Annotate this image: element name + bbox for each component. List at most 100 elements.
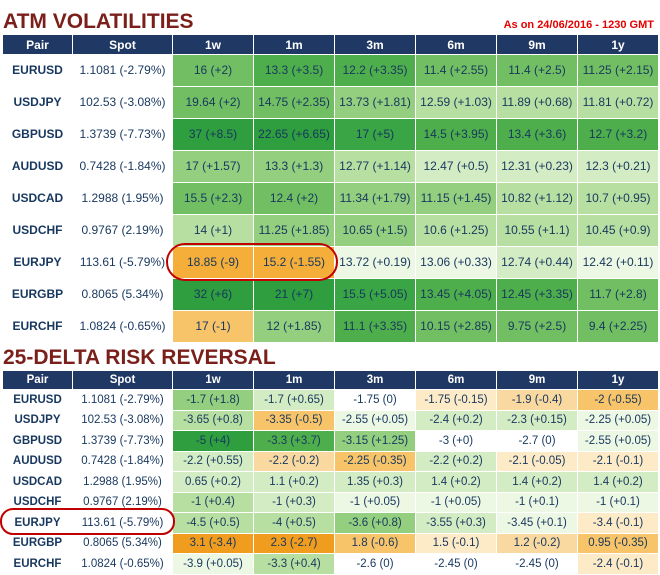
- value-cell-1w: 14 (+1): [172, 214, 254, 247]
- value-cell-3m: 11.34 (+1.79): [334, 182, 416, 215]
- value-cell-1w: 16 (+2): [172, 54, 254, 87]
- value-cell-9m: -1 (+0.1): [496, 491, 578, 513]
- value-cell-9m: 13.4 (+3.6): [496, 118, 578, 151]
- value-cell-1m: 1.1 (+0.2): [253, 471, 335, 493]
- value-cell-1w: 17 (-1): [172, 310, 254, 343]
- pair-cell: GBPUSD: [2, 118, 73, 151]
- spot-cell: 0.7428 (-1.84%): [72, 450, 173, 472]
- spot-cell: 1.3739 (-7.73%): [72, 118, 173, 151]
- table-row-usdchf: USDCHF 0.9767 (2.19%) 14 (+1) 11.25 (+1.85)…: [2, 214, 659, 247]
- table-row-audusd: AUDUSD 0.7428 (-1.84%) 17 (+1.57) 13.3 (+1.…: [2, 150, 659, 183]
- spot-cell: 1.3739 (-7.73%): [72, 430, 173, 452]
- pair-cell: USDCHF: [2, 214, 73, 247]
- column-header-3m: 3m: [334, 370, 416, 390]
- value-cell-1w: 3.1 (-3.4): [172, 532, 254, 554]
- value-cell-1y: 11.7 (+2.8): [577, 278, 659, 311]
- spot-cell: 1.2988 (1.95%): [72, 182, 173, 215]
- column-header-pair: Pair: [2, 34, 73, 55]
- column-header-6m: 6m: [415, 370, 497, 390]
- value-cell-6m: -1.75 (-0.15): [415, 389, 497, 411]
- value-cell-1w: 19.64 (+2): [172, 86, 254, 119]
- value-cell-1y: 11.81 (+0.72): [577, 86, 659, 119]
- value-cell-1y: 1.4 (+0.2): [577, 471, 659, 493]
- pair-cell: EURCHF: [2, 553, 73, 575]
- value-cell-1m: 2.3 (-2.7): [253, 532, 335, 554]
- value-cell-1y: 10.7 (+0.95): [577, 182, 659, 215]
- pair-cell: USDCAD: [2, 471, 73, 493]
- value-cell-9m: 1.2 (-0.2): [496, 532, 578, 554]
- column-header-1w: 1w: [172, 370, 254, 390]
- pair-cell: USDCHF: [2, 491, 73, 513]
- pair-cell: AUDUSD: [2, 150, 73, 183]
- value-cell-1m: -2.2 (-0.2): [253, 450, 335, 472]
- value-cell-1m: 12 (+1.85): [253, 310, 335, 343]
- value-cell-1m: -1 (+0.3): [253, 491, 335, 513]
- pair-cell: EURGBP: [2, 532, 73, 554]
- value-cell-9m: -2.7 (0): [496, 430, 578, 452]
- value-cell-1m: 11.25 (+1.85): [253, 214, 335, 247]
- risk-reversal-table: Pair Spot 1w 1m 3m 6m 9m 1y EURUSD 1.1081 (-2.79…: [2, 370, 659, 575]
- value-cell-9m: -2.45 (0): [496, 553, 578, 575]
- value-cell-3m: 13.72 (+0.19): [334, 246, 416, 279]
- table-row-eurchf: EURCHF 1.0824 (-0.65%) 17 (-1) 12 (+1.85) 11…: [2, 310, 659, 343]
- value-cell-1y: 0.95 (-0.35): [577, 532, 659, 554]
- value-cell-6m: 11.15 (+1.45): [415, 182, 497, 215]
- spot-cell: 113.61 (-5.79%): [72, 512, 173, 534]
- value-cell-1y: 12.42 (+0.11): [577, 246, 659, 279]
- table-row-gbpusd: GBPUSD 1.3739 (-7.73%) 37 (+8.5) 22.65 (+6.…: [2, 118, 659, 151]
- value-cell-3m: 12.77 (+1.14): [334, 150, 416, 183]
- atm-table-body: EURUSD 1.1081 (-2.79%) 16 (+2) 13.3 (+3.5) 1…: [2, 54, 659, 343]
- value-cell-1w: 32 (+6): [172, 278, 254, 311]
- value-cell-3m: -3.15 (+1.25): [334, 430, 416, 452]
- value-cell-9m: 11.89 (+0.68): [496, 86, 578, 119]
- value-cell-1m: -3.3 (+0.4): [253, 553, 335, 575]
- table-row-usdcad: USDCAD 1.2988 (1.95%) 0.65 (+0.2) 1.1 (+0.2…: [2, 471, 659, 493]
- value-cell-6m: -2.4 (+0.2): [415, 409, 497, 431]
- value-cell-1w: 37 (+8.5): [172, 118, 254, 151]
- value-cell-1m: 21 (+7): [253, 278, 335, 311]
- column-header-9m: 9m: [496, 34, 578, 55]
- table-row-usdjpy: USDJPY 102.53 (-3.08%) -3.65 (+0.8) -3.35 (…: [2, 409, 659, 431]
- column-header-3m: 3m: [334, 34, 416, 55]
- spot-cell: 1.1081 (-2.79%): [72, 389, 173, 411]
- spot-cell: 0.7428 (-1.84%): [72, 150, 173, 183]
- value-cell-3m: 11.1 (+3.35): [334, 310, 416, 343]
- value-cell-9m: 1.4 (+0.2): [496, 471, 578, 493]
- value-cell-6m: 12.59 (+1.03): [415, 86, 497, 119]
- value-cell-1m: 13.3 (+1.3): [253, 150, 335, 183]
- value-cell-1w: -5 (+4): [172, 430, 254, 452]
- value-cell-1m: -4 (+0.5): [253, 512, 335, 534]
- column-header-1m: 1m: [253, 370, 335, 390]
- spot-cell: 102.53 (-3.08%): [72, 409, 173, 431]
- table-row-eurjpy: EURJPY 113.61 (-5.79%) -4.5 (+0.5) -4 (+0.5…: [2, 512, 659, 534]
- value-cell-1m: 12.4 (+2): [253, 182, 335, 215]
- value-cell-1y: -2.4 (-0.1): [577, 553, 659, 575]
- table-row-audusd: AUDUSD 0.7428 (-1.84%) -2.2 (+0.55) -2.2 (-…: [2, 450, 659, 472]
- value-cell-1w: 0.65 (+0.2): [172, 471, 254, 493]
- atm-section-header: ATM VOLATILITIES As on 24/06/2016 - 1230…: [0, 0, 660, 34]
- value-cell-3m: -2.55 (+0.05): [334, 409, 416, 431]
- header-row: Pair Spot 1w 1m 3m 6m 9m 1y: [2, 370, 659, 390]
- pair-cell: USDJPY: [2, 409, 73, 431]
- value-cell-1y: -2.55 (+0.05): [577, 430, 659, 452]
- value-cell-1y: 12.3 (+0.21): [577, 150, 659, 183]
- value-cell-6m: -2.2 (+0.2): [415, 450, 497, 472]
- pair-cell: EURUSD: [2, 54, 73, 87]
- value-cell-3m: 13.73 (+1.81): [334, 86, 416, 119]
- value-cell-6m: -3 (+0): [415, 430, 497, 452]
- value-cell-6m: -1 (+0.05): [415, 491, 497, 513]
- table-row-gbpusd: GBPUSD 1.3739 (-7.73%) -5 (+4) -3.3 (+3.7) -…: [2, 430, 659, 452]
- value-cell-6m: 14.5 (+3.95): [415, 118, 497, 151]
- rr-section-header: 25-DELTA RISK REVERSAL: [0, 343, 660, 370]
- spot-cell: 0.9767 (2.19%): [72, 214, 173, 247]
- spot-cell: 113.61 (-5.79%): [72, 246, 173, 279]
- pair-cell: USDCAD: [2, 182, 73, 215]
- value-cell-1w: -3.9 (+0.05): [172, 553, 254, 575]
- value-cell-1y: -2.1 (-0.1): [577, 450, 659, 472]
- value-cell-9m: -3.45 (+0.1): [496, 512, 578, 534]
- value-cell-6m: -3.55 (+0.3): [415, 512, 497, 534]
- value-cell-1y: 10.45 (+0.9): [577, 214, 659, 247]
- value-cell-3m: 1.35 (+0.3): [334, 471, 416, 493]
- value-cell-9m: 11.4 (+2.5): [496, 54, 578, 87]
